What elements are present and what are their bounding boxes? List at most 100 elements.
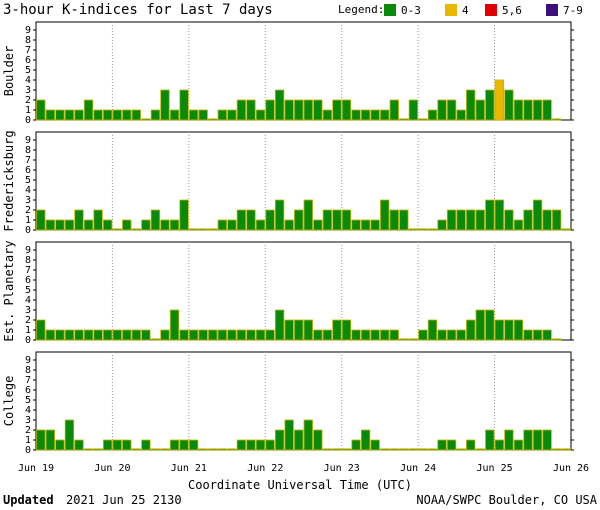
kp-bar <box>122 439 132 451</box>
kp-bar <box>274 199 285 231</box>
kp-bar <box>102 329 113 341</box>
kp-bar <box>370 329 380 341</box>
kp-bar <box>380 448 390 451</box>
y-tick-label: 1 <box>25 325 31 336</box>
kp-bar <box>313 429 323 451</box>
kp-bar <box>112 439 122 451</box>
kp-bar <box>418 228 428 231</box>
y-tick-label: 4 <box>25 405 31 416</box>
kp-bar <box>542 329 552 341</box>
panels: 0123456789Boulder0123456789Fredericksbur… <box>2 21 574 456</box>
kp-bar <box>265 329 275 341</box>
kp-bar <box>198 228 208 231</box>
y-tick-label: 8 <box>25 365 31 376</box>
kp-bar <box>188 439 199 451</box>
kp-bar <box>494 439 505 451</box>
kp-bar <box>427 109 438 121</box>
kp-bar <box>83 329 94 341</box>
kp-bar <box>255 329 266 341</box>
legend-swatch-7-9 <box>546 4 558 16</box>
kp-bar <box>370 439 380 451</box>
kp-bar <box>141 439 151 451</box>
kp-bar <box>466 209 476 231</box>
kp-bar <box>83 448 94 451</box>
kp-bar <box>322 209 333 231</box>
x-tick-label: Jun 22 <box>247 463 283 474</box>
kp-bar <box>360 219 371 231</box>
kp-bar <box>513 219 524 231</box>
kp-bar <box>418 448 428 451</box>
kp-bar <box>485 429 495 451</box>
kp-bar <box>341 99 352 121</box>
kp-bar <box>513 439 524 451</box>
kp-bar <box>303 99 313 121</box>
kp-bar <box>236 209 247 231</box>
kp-bar <box>551 118 562 121</box>
legend-item-7-9: 7-9 <box>563 4 583 17</box>
kp-bar <box>169 109 180 121</box>
kp-bar <box>36 319 46 341</box>
y-tick-label: 3 <box>25 305 31 316</box>
kp-bar <box>322 448 333 451</box>
kp-bar <box>255 439 266 451</box>
kp-bar <box>456 329 466 341</box>
kp-bar <box>456 109 466 121</box>
kp-bar <box>351 109 361 121</box>
kp-bar <box>332 319 342 341</box>
kp-bar <box>208 118 218 121</box>
kp-bar <box>179 199 189 231</box>
kp-bar <box>504 319 514 341</box>
kp-bar <box>74 329 84 341</box>
kp-bar <box>437 99 447 121</box>
kp-bar <box>284 319 294 341</box>
kp-bar <box>274 429 285 451</box>
kp-bar <box>494 79 505 121</box>
y-tick-label: 4 <box>25 295 31 306</box>
kp-bar <box>475 448 485 451</box>
kp-bar <box>160 448 170 451</box>
kp-bar <box>64 109 75 121</box>
kp-bar <box>466 89 476 121</box>
kp-bar <box>83 219 94 231</box>
kp-bar <box>255 109 266 121</box>
kp-bar <box>485 89 495 121</box>
kp-bar <box>131 228 141 231</box>
kp-bar <box>179 439 189 451</box>
y-tick-label: 2 <box>25 205 31 216</box>
x-tick-label: Jun 19 <box>18 463 54 474</box>
kp-bar <box>446 99 457 121</box>
kp-bar <box>380 329 390 341</box>
kp-bar <box>246 329 256 341</box>
kp-bar <box>55 219 65 231</box>
kp-bar <box>551 338 562 341</box>
y-tick-label: 1 <box>25 105 31 116</box>
y-tick-label: 2 <box>25 315 31 326</box>
kp-bar <box>332 209 342 231</box>
kp-bar <box>198 109 208 121</box>
kp-bar <box>122 219 132 231</box>
kp-bar <box>236 329 247 341</box>
kp-bar <box>265 99 275 121</box>
kp-bar <box>322 329 333 341</box>
kp-bar <box>360 109 371 121</box>
kp-bar <box>227 219 237 231</box>
kp-bar <box>427 228 438 231</box>
kp-bar <box>542 429 552 451</box>
kp-bar <box>36 209 46 231</box>
x-axis-label: Coordinate Universal Time (UTC) <box>188 478 412 492</box>
kp-bar <box>188 329 199 341</box>
y-tick-label: 9 <box>25 135 31 146</box>
y-tick-label: 7 <box>25 265 31 276</box>
kp-bar <box>532 99 543 121</box>
kp-bar <box>255 219 266 231</box>
kp-bar <box>160 89 170 121</box>
kp-bar <box>513 319 524 341</box>
kp-bar <box>389 448 399 451</box>
kp-bar <box>437 329 447 341</box>
kp-bar <box>55 109 65 121</box>
kp-bar <box>83 99 94 121</box>
kp-bar <box>74 109 84 121</box>
kp-bar <box>265 439 275 451</box>
kp-bar <box>475 99 485 121</box>
